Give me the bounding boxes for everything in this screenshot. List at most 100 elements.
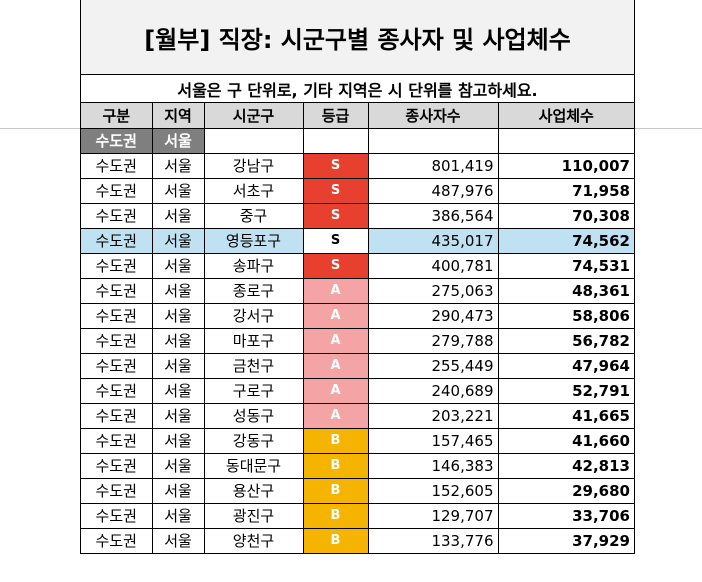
cell-workers[interactable]: 400,781 bbox=[367, 252, 499, 279]
cell-businesses[interactable]: 42,813 bbox=[497, 452, 634, 479]
cell-district[interactable]: 영등포구 bbox=[203, 227, 304, 254]
cell-group[interactable]: 수도권 bbox=[81, 402, 153, 429]
cell-region[interactable]: 서울 bbox=[151, 327, 205, 354]
cell-region[interactable]: 서울 bbox=[151, 302, 205, 329]
cell-district[interactable]: 성동구 bbox=[203, 402, 304, 429]
cell-group[interactable]: 수도권 bbox=[81, 477, 153, 504]
cell-grade[interactable]: S bbox=[302, 227, 369, 254]
cell-region[interactable]: 서울 bbox=[151, 452, 205, 479]
cell-district[interactable]: 양천구 bbox=[203, 527, 304, 554]
cell-group[interactable]: 수도권 bbox=[81, 377, 153, 404]
cell-workers[interactable]: 487,976 bbox=[367, 177, 499, 204]
cell-district[interactable]: 동대문구 bbox=[203, 452, 304, 479]
cell-businesses[interactable]: 33,706 bbox=[497, 502, 634, 529]
cell-grade[interactable]: B bbox=[302, 427, 369, 454]
cell-district[interactable]: 송파구 bbox=[203, 252, 304, 279]
cell-district[interactable]: 종로구 bbox=[203, 277, 304, 304]
cell-group[interactable]: 수도권 bbox=[81, 452, 153, 479]
cell-group[interactable]: 수도권 bbox=[81, 327, 153, 354]
cell-district[interactable]: 금천구 bbox=[203, 352, 304, 379]
cell-grade[interactable]: S bbox=[302, 202, 369, 229]
cell-workers[interactable]: 129,707 bbox=[367, 502, 499, 529]
group-cell-empty[interactable] bbox=[497, 127, 634, 154]
cell-group[interactable]: 수도권 bbox=[81, 352, 153, 379]
cell-workers[interactable]: 801,419 bbox=[367, 152, 499, 179]
cell-businesses[interactable]: 52,791 bbox=[497, 377, 634, 404]
cell-region[interactable]: 서울 bbox=[151, 152, 205, 179]
cell-grade[interactable]: A bbox=[302, 377, 369, 404]
cell-workers[interactable]: 240,689 bbox=[367, 377, 499, 404]
cell-businesses[interactable]: 56,782 bbox=[497, 327, 634, 354]
cell-district[interactable]: 강동구 bbox=[203, 427, 304, 454]
cell-businesses[interactable]: 41,665 bbox=[497, 402, 634, 429]
cell-region[interactable]: 서울 bbox=[151, 252, 205, 279]
cell-workers[interactable]: 255,449 bbox=[367, 352, 499, 379]
cell-group[interactable]: 수도권 bbox=[81, 302, 153, 329]
cell-district[interactable]: 용산구 bbox=[203, 477, 304, 504]
cell-workers[interactable]: 146,383 bbox=[367, 452, 499, 479]
cell-grade[interactable]: A bbox=[302, 327, 369, 354]
header-district[interactable]: 시군구 bbox=[203, 103, 304, 129]
cell-workers[interactable]: 386,564 bbox=[367, 202, 499, 229]
cell-grade[interactable]: B bbox=[302, 477, 369, 504]
cell-group[interactable]: 수도권 bbox=[81, 177, 153, 204]
cell-region[interactable]: 서울 bbox=[151, 277, 205, 304]
cell-region[interactable]: 서울 bbox=[151, 177, 205, 204]
cell-businesses[interactable]: 110,007 bbox=[497, 152, 634, 179]
cell-region[interactable]: 서울 bbox=[151, 427, 205, 454]
cell-grade[interactable]: B bbox=[302, 452, 369, 479]
cell-group[interactable]: 수도권 bbox=[81, 202, 153, 229]
cell-businesses[interactable]: 70,308 bbox=[497, 202, 634, 229]
cell-group[interactable]: 수도권 bbox=[81, 227, 153, 254]
cell-district[interactable]: 구로구 bbox=[203, 377, 304, 404]
cell-businesses[interactable]: 47,964 bbox=[497, 352, 634, 379]
cell-workers[interactable]: 290,473 bbox=[367, 302, 499, 329]
cell-businesses[interactable]: 41,660 bbox=[497, 427, 634, 454]
cell-businesses[interactable]: 48,361 bbox=[497, 277, 634, 304]
cell-region[interactable]: 서울 bbox=[151, 502, 205, 529]
cell-grade[interactable]: S bbox=[302, 252, 369, 279]
cell-district[interactable]: 광진구 bbox=[203, 502, 304, 529]
cell-grade[interactable]: A bbox=[302, 277, 369, 304]
cell-group[interactable]: 수도권 bbox=[81, 252, 153, 279]
cell-grade[interactable]: A bbox=[302, 352, 369, 379]
header-businesses[interactable]: 사업체수 bbox=[497, 103, 634, 129]
cell-workers[interactable]: 275,063 bbox=[367, 277, 499, 304]
cell-group[interactable]: 수도권 bbox=[81, 152, 153, 179]
cell-region[interactable]: 서울 bbox=[151, 202, 205, 229]
group-cell-region-group[interactable]: 수도권 bbox=[81, 127, 153, 154]
cell-district[interactable]: 서초구 bbox=[203, 177, 304, 204]
cell-district[interactable]: 강서구 bbox=[203, 302, 304, 329]
cell-district[interactable]: 중구 bbox=[203, 202, 304, 229]
cell-businesses[interactable]: 74,531 bbox=[497, 252, 634, 279]
cell-workers[interactable]: 152,605 bbox=[367, 477, 499, 504]
cell-businesses[interactable]: 58,806 bbox=[497, 302, 634, 329]
header-region[interactable]: 지역 bbox=[151, 103, 205, 129]
cell-businesses[interactable]: 37,929 bbox=[497, 527, 634, 554]
group-cell-empty[interactable] bbox=[302, 127, 369, 154]
cell-workers[interactable]: 279,788 bbox=[367, 327, 499, 354]
group-cell-empty[interactable] bbox=[203, 127, 304, 154]
cell-group[interactable]: 수도권 bbox=[81, 502, 153, 529]
cell-workers[interactable]: 157,465 bbox=[367, 427, 499, 454]
cell-region[interactable]: 서울 bbox=[151, 227, 205, 254]
cell-grade[interactable]: B bbox=[302, 527, 369, 554]
cell-district[interactable]: 강남구 bbox=[203, 152, 304, 179]
group-cell-empty[interactable] bbox=[367, 127, 499, 154]
cell-workers[interactable]: 203,221 bbox=[367, 402, 499, 429]
header-grade[interactable]: 등급 bbox=[302, 103, 369, 129]
cell-district[interactable]: 마포구 bbox=[203, 327, 304, 354]
cell-businesses[interactable]: 71,958 bbox=[497, 177, 634, 204]
header-workers[interactable]: 종사자수 bbox=[367, 103, 499, 129]
cell-region[interactable]: 서울 bbox=[151, 402, 205, 429]
cell-group[interactable]: 수도권 bbox=[81, 427, 153, 454]
cell-group[interactable]: 수도권 bbox=[81, 527, 153, 554]
header-group[interactable]: 구분 bbox=[81, 103, 153, 129]
cell-region[interactable]: 서울 bbox=[151, 477, 205, 504]
group-cell-region[interactable]: 서울 bbox=[151, 127, 205, 154]
cell-businesses[interactable]: 29,680 bbox=[497, 477, 634, 504]
cell-businesses[interactable]: 74,562 bbox=[497, 227, 634, 254]
cell-region[interactable]: 서울 bbox=[151, 352, 205, 379]
cell-region[interactable]: 서울 bbox=[151, 377, 205, 404]
cell-grade[interactable]: S bbox=[302, 177, 369, 204]
